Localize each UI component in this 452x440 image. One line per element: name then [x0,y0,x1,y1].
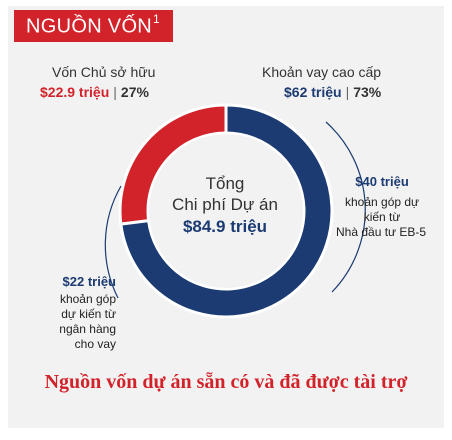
bank-annotation: $22 triệu khoản góp dự kiến từ ngân hàng… [42,274,116,352]
senior-loan-label: Khoản vay cao cấp [262,64,382,80]
eb5-line-2: kiến từ [363,210,401,224]
center-label: Tổng Chi phí Dự án $84.9 triệu [155,173,295,239]
bank-bracket [104,185,122,299]
equity-value: $22.9 triệu [40,84,110,100]
eb5-line-1: khoản góp dự [345,195,420,209]
section-title: NGUỒN VỐN [26,15,153,38]
bank-line-4: cho vay [74,337,116,351]
bank-amount: $22 triệu [62,274,116,289]
senior-loan-value-line: $62 triệu | 73% [284,84,382,100]
eb5-amount: $40 triệu [355,174,409,189]
bank-line-2: dự kiến từ [61,307,116,321]
eb5-bracket [325,121,366,293]
donut-slice-1 [119,103,334,319]
section-title-superscript: 1 [153,12,161,26]
bank-line-3: ngân hàng [59,322,116,336]
center-total: $84.9 triệu [182,217,268,236]
center-line2: Chi phí Dự án [172,195,278,214]
senior-loan-percent: 73% [353,84,382,100]
donut-hole [149,134,303,288]
center-line1: Tổng [205,174,245,193]
equity-label: Vốn Chủ sở hữu [52,64,156,80]
senior-loan-value: $62 triệu [284,84,342,100]
footer-caption: Nguồn vốn dự án sẵn có và đã được tài tr… [44,371,408,393]
section-header: NGUỒN VỐN1 [14,10,173,42]
eb5-line-3: Nhà đầu tư EB-5 [336,225,427,239]
eb5-annotation: $40 triệu khoản góp dự kiến từ Nhà đầu t… [336,174,427,240]
equity-value-line: $22.9 triệu | 27% [40,84,149,100]
bank-line-1: khoản góp [59,292,116,306]
equity-percent: 27% [120,84,149,100]
